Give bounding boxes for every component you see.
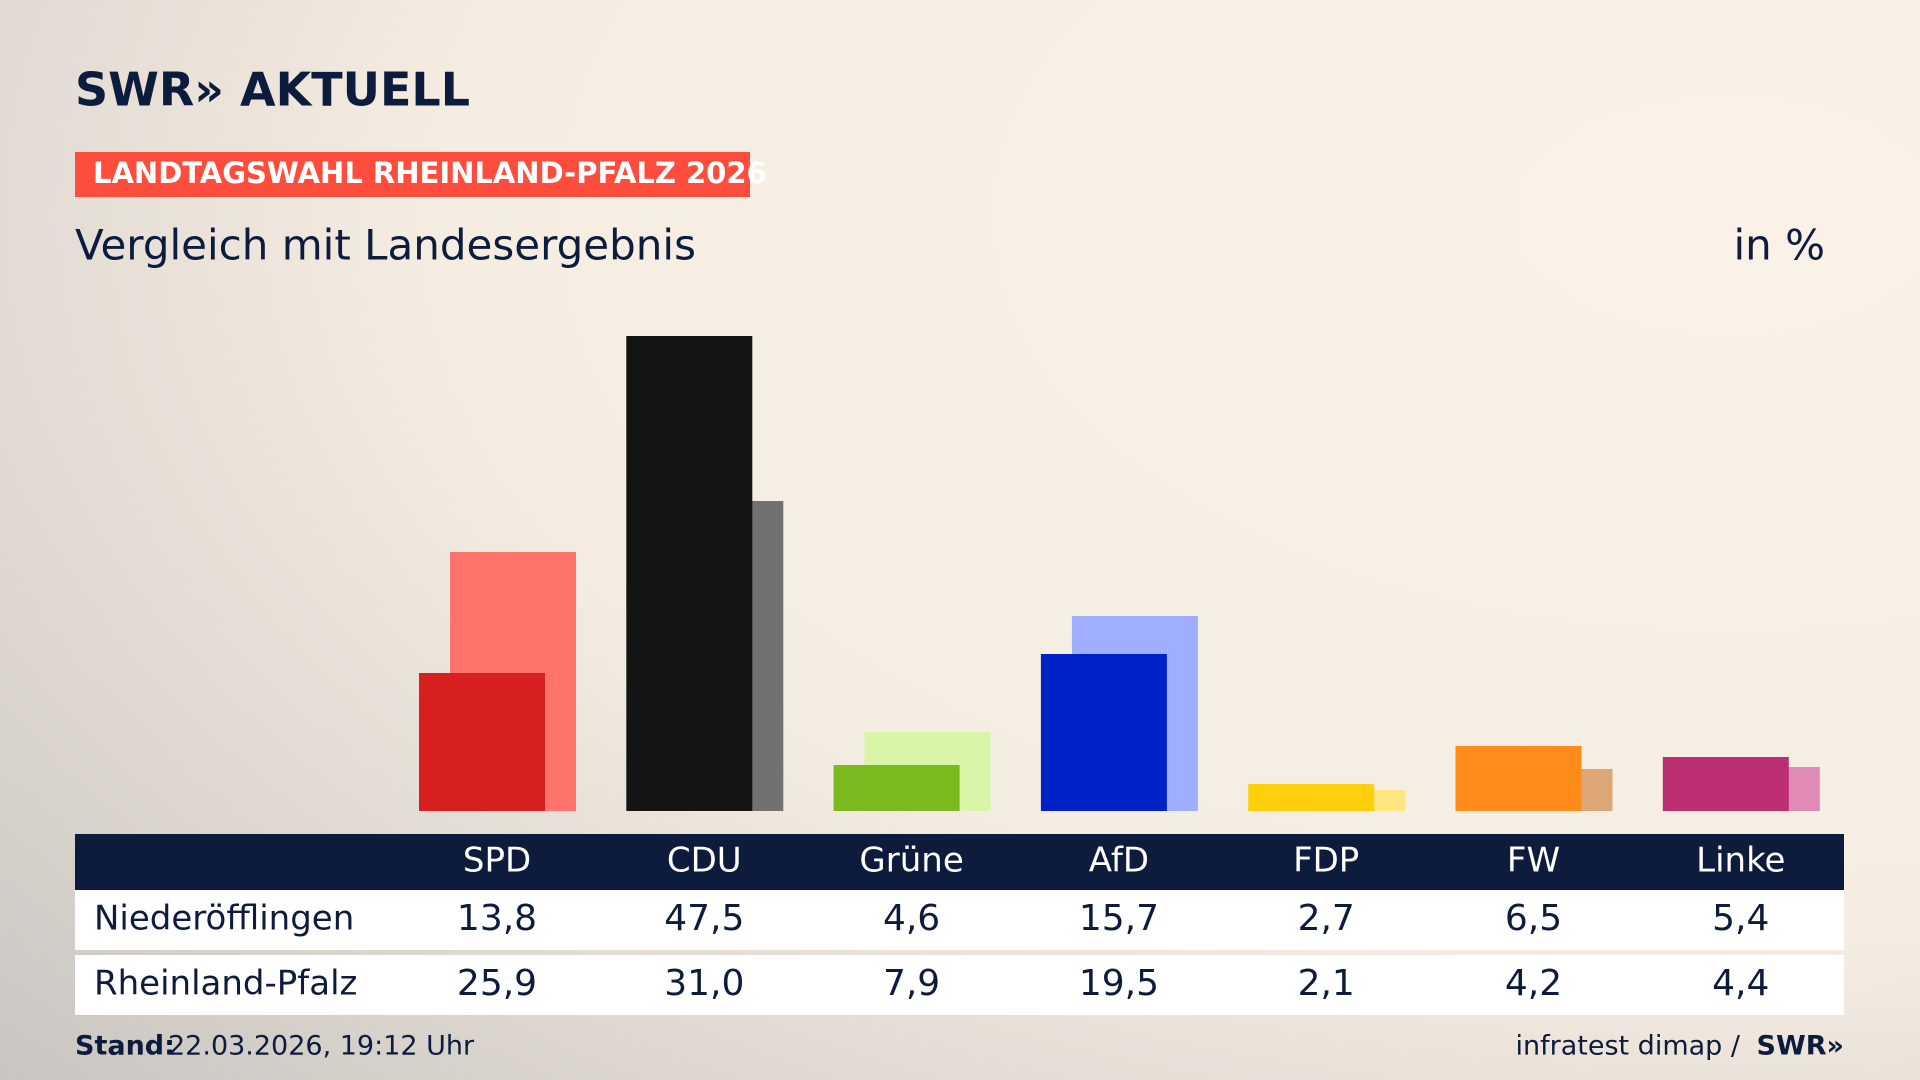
tag: LANDTAGSWAHL RHEINLAND-PFALZ 2026 <box>93 156 767 190</box>
brand: SWR» AKTUELL <box>75 63 470 117</box>
value-label: 15,7 <box>1079 898 1159 939</box>
value-label: 5,4 <box>1712 898 1769 939</box>
source: infratest dimap / <box>1515 1031 1740 1062</box>
value-label: 4,4 <box>1712 963 1769 1004</box>
column-label: Linke <box>1696 841 1785 881</box>
value-label: 47,5 <box>664 898 744 939</box>
value-label: 2,7 <box>1298 898 1355 939</box>
value-label: 19,5 <box>1079 963 1159 1004</box>
bar <box>1248 784 1375 811</box>
value-label: 7,9 <box>883 963 940 1004</box>
unit: in % <box>1733 221 1825 270</box>
row-label: Rheinland-Pfalz <box>94 964 357 1004</box>
row-label: Niederöfflingen <box>94 899 354 939</box>
value-label: 2,1 <box>1298 963 1355 1004</box>
bar <box>419 673 545 811</box>
bar <box>1662 757 1789 811</box>
bar <box>626 336 753 811</box>
column-label: Grüne <box>859 841 963 881</box>
value-label: 4,6 <box>883 898 940 939</box>
chart-title: Vergleich mit Landesergebnis <box>75 221 696 270</box>
column-label: FW <box>1507 841 1560 881</box>
table-row <box>75 890 1844 950</box>
column-label: AfD <box>1089 841 1149 881</box>
value-label: 6,5 <box>1505 898 1562 939</box>
bar <box>833 765 960 811</box>
column-label: FDP <box>1293 841 1359 881</box>
column-label: SPD <box>463 841 531 881</box>
value-label: 25,9 <box>457 963 537 1004</box>
bar <box>1040 654 1167 811</box>
value-label: 31,0 <box>664 963 744 1004</box>
value-label: 4,2 <box>1505 963 1562 1004</box>
value-label: 13,8 <box>457 898 537 939</box>
table-row <box>75 955 1844 1015</box>
footer-date: 22.03.2026, 19:12 Uhr <box>168 1031 475 1062</box>
bar <box>1455 746 1582 811</box>
table-header <box>75 834 1844 890</box>
source-brand: SWR» <box>1757 1031 1844 1062</box>
column-label: CDU <box>667 841 742 881</box>
tag-box <box>75 152 750 197</box>
footer-label: Stand: <box>75 1031 175 1062</box>
